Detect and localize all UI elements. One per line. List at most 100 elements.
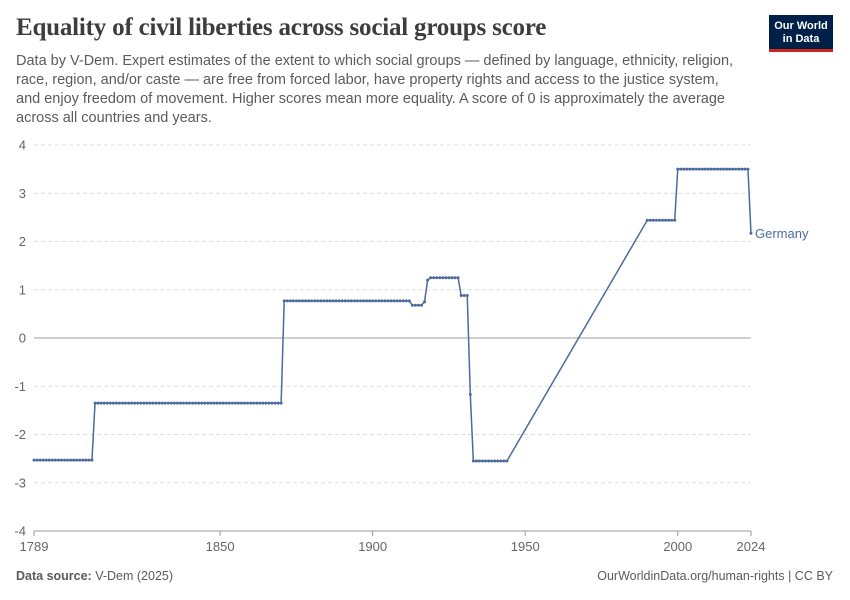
data-point bbox=[358, 299, 362, 303]
data-point bbox=[136, 401, 140, 405]
data-source-value[interactable]: V-Dem (2025) bbox=[95, 569, 174, 583]
data-point bbox=[423, 300, 427, 304]
data-point bbox=[453, 276, 457, 280]
data-point bbox=[435, 276, 439, 280]
data-point bbox=[502, 459, 506, 463]
data-point bbox=[700, 167, 704, 171]
data-point bbox=[243, 401, 247, 405]
data-point bbox=[673, 218, 677, 222]
data-point bbox=[731, 167, 735, 171]
data-point bbox=[728, 167, 732, 171]
data-point bbox=[383, 299, 387, 303]
data-point bbox=[395, 299, 399, 303]
data-point bbox=[481, 459, 485, 463]
data-point bbox=[172, 401, 176, 405]
data-point bbox=[362, 299, 366, 303]
data-point bbox=[249, 401, 253, 405]
data-point bbox=[410, 303, 414, 307]
data-point bbox=[325, 299, 329, 303]
data-point bbox=[258, 401, 262, 405]
data-point bbox=[279, 401, 283, 405]
footer-link[interactable]: OurWorldinData.org/human-rights | CC BY bbox=[597, 569, 833, 583]
data-point bbox=[166, 401, 170, 405]
data-point bbox=[645, 218, 649, 222]
data-point bbox=[746, 167, 750, 171]
data-point bbox=[694, 167, 698, 171]
logo-line-2: in Data bbox=[782, 33, 820, 45]
data-point bbox=[44, 458, 48, 462]
data-point bbox=[139, 401, 143, 405]
data-point bbox=[679, 167, 683, 171]
data-point bbox=[304, 299, 308, 303]
data-point bbox=[114, 401, 118, 405]
x-tick-label: 2000 bbox=[663, 539, 692, 554]
data-point bbox=[737, 167, 741, 171]
data-point bbox=[38, 458, 42, 462]
data-point bbox=[477, 459, 481, 463]
x-tick-label: 1900 bbox=[358, 539, 387, 554]
data-point bbox=[160, 401, 164, 405]
data-point bbox=[429, 276, 433, 280]
data-point bbox=[127, 401, 131, 405]
y-tick-label: 1 bbox=[19, 282, 26, 297]
data-point bbox=[462, 294, 466, 298]
data-point bbox=[261, 401, 265, 405]
data-point bbox=[657, 218, 661, 222]
data-point bbox=[365, 299, 369, 303]
data-point bbox=[426, 278, 430, 282]
data-point bbox=[270, 401, 274, 405]
data-point bbox=[450, 276, 454, 280]
data-source: Data source: V-Dem (2025) bbox=[16, 569, 173, 583]
data-point bbox=[212, 401, 216, 405]
data-point bbox=[206, 401, 210, 405]
data-point bbox=[69, 458, 73, 462]
x-tick-label: 1850 bbox=[206, 539, 235, 554]
data-point bbox=[291, 299, 295, 303]
data-point bbox=[197, 401, 201, 405]
data-point bbox=[307, 299, 311, 303]
data-point bbox=[380, 299, 384, 303]
data-point bbox=[105, 401, 109, 405]
data-point bbox=[389, 299, 393, 303]
y-tick-label: -4 bbox=[14, 524, 26, 539]
data-point bbox=[273, 401, 277, 405]
data-point bbox=[709, 167, 713, 171]
data-point bbox=[349, 299, 353, 303]
data-point bbox=[493, 459, 497, 463]
data-point bbox=[56, 458, 60, 462]
owid-logo[interactable]: Our World in Data bbox=[769, 15, 833, 52]
data-point bbox=[72, 458, 76, 462]
data-point bbox=[236, 401, 240, 405]
data-point bbox=[246, 401, 250, 405]
y-tick-label: 0 bbox=[19, 331, 26, 346]
data-point bbox=[371, 299, 375, 303]
data-point bbox=[715, 167, 719, 171]
data-point bbox=[32, 458, 36, 462]
data-point bbox=[175, 401, 179, 405]
data-point bbox=[218, 401, 222, 405]
data-point bbox=[401, 299, 405, 303]
data-point bbox=[346, 299, 350, 303]
data-point bbox=[50, 458, 54, 462]
data-point bbox=[300, 299, 304, 303]
data-point bbox=[227, 401, 231, 405]
data-point bbox=[322, 299, 326, 303]
data-point bbox=[661, 218, 665, 222]
data-point bbox=[749, 231, 753, 235]
data-point bbox=[200, 401, 204, 405]
data-point bbox=[471, 459, 475, 463]
data-point bbox=[676, 167, 680, 171]
data-point bbox=[59, 458, 63, 462]
data-point bbox=[215, 401, 219, 405]
data-point bbox=[185, 401, 189, 405]
data-point bbox=[432, 276, 436, 280]
data-point bbox=[53, 458, 57, 462]
data-point bbox=[285, 299, 289, 303]
data-point bbox=[47, 458, 51, 462]
data-point bbox=[313, 299, 317, 303]
data-point bbox=[239, 401, 243, 405]
data-point bbox=[670, 218, 674, 222]
data-point bbox=[407, 299, 411, 303]
data-point bbox=[459, 294, 463, 298]
data-point bbox=[368, 299, 372, 303]
